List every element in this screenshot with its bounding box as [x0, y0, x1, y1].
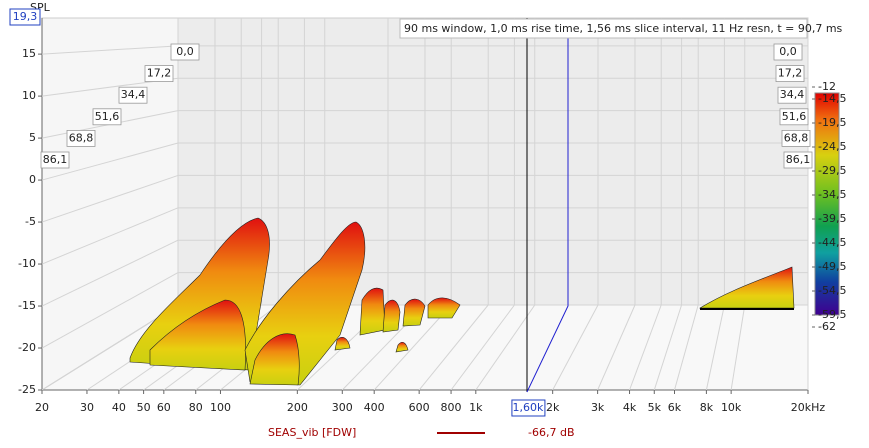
time-label-box [40, 151, 70, 169]
grid-line [674, 304, 699, 391]
back-wall [177, 17, 809, 306]
x-tick-label: 100 [210, 401, 231, 414]
x-tick-label: 2k [546, 401, 560, 414]
time-label: 86,1 [43, 153, 68, 166]
y-tick-label: -5 [25, 215, 36, 228]
cursor-slice-line [526, 38, 569, 393]
time-label: 17,2 [147, 67, 172, 80]
grid-line [705, 304, 725, 391]
grid-line [41, 45, 179, 55]
grid-line [653, 304, 683, 391]
grid-line [41, 304, 179, 391]
time-label: 0,0 [176, 45, 194, 58]
x-tick-label: 800 [441, 401, 462, 414]
colorbar-label: -24,5 [818, 140, 846, 153]
x-tick-label: 60 [157, 401, 171, 414]
x-tick-label: 50 [137, 401, 151, 414]
time-label-box [170, 43, 200, 61]
time-label-box [775, 65, 805, 82]
time-label: 34,4 [121, 88, 146, 101]
y-tick-label: 0 [29, 173, 36, 186]
grid-line [597, 304, 636, 391]
grid-line [629, 304, 662, 391]
colorbar-label: -19,5 [818, 116, 846, 129]
colorbar-label: -34,5 [818, 188, 846, 201]
y-cursor-box [9, 8, 41, 26]
y-cursor-value: 19,3 [13, 10, 38, 23]
colorbar-label: -62 [818, 320, 836, 333]
colorbar-label: -44,5 [818, 236, 846, 249]
x-tick-label: 4k [623, 401, 637, 414]
time-label: 51,6 [95, 110, 120, 123]
x-tick-label: 8k [700, 401, 714, 414]
x-tick-label: 20kHz [791, 401, 826, 414]
y-tick-label: -20 [18, 341, 36, 354]
grid-line [418, 304, 489, 391]
x-tick-label: 40 [112, 401, 126, 414]
x-tick-label: 1k [469, 401, 483, 414]
time-label-box [781, 129, 811, 147]
x-tick-label: 300 [332, 401, 353, 414]
time-label-box [144, 65, 174, 82]
time-label-box [66, 129, 96, 147]
colorbar-label: -54,5 [818, 284, 846, 297]
grid-line [373, 304, 452, 391]
y-tick-label: -25 [18, 383, 36, 396]
x-tick-label: 6k [668, 401, 682, 414]
time-label-box [783, 151, 813, 169]
x-cursor-box [511, 399, 546, 417]
x-tick-label: 10k [721, 401, 742, 414]
grid-line [41, 272, 179, 349]
x-tick-label: 200 [287, 401, 308, 414]
time-label: 34,4 [780, 88, 805, 101]
grid-line [41, 142, 179, 181]
legend-name: SEAS_vib [FDW] [268, 426, 356, 439]
legend-value: -66,7 dB [528, 426, 575, 439]
colorbar-label: -49,5 [818, 260, 846, 273]
waterfall-surface [129, 217, 795, 386]
grid-line [41, 239, 179, 307]
x-cursor-label: 1,60k [512, 401, 543, 414]
x-tick-label: 400 [364, 401, 385, 414]
colorbar-label: -59,5 [818, 308, 846, 321]
x-tick-label: 80 [189, 401, 203, 414]
info-text: 90 ms window, 1,0 ms rise time, 1,56 ms … [404, 22, 843, 35]
time-label: 0,0 [779, 45, 797, 58]
x-tick-label: 5k [648, 401, 662, 414]
colorbar [814, 92, 840, 316]
colorbar-label: -14,5 [818, 92, 846, 105]
x-tick-label: 20 [35, 401, 49, 414]
grid-line [450, 304, 515, 391]
time-label-box [777, 86, 807, 104]
y-tick-label: -10 [18, 257, 36, 270]
y-tick-label: 10 [22, 89, 36, 102]
colorbar-label: -39,5 [818, 212, 846, 225]
colorbar-label: -29,5 [818, 164, 846, 177]
grid-line [475, 304, 536, 391]
info-box [399, 18, 808, 39]
time-label-box [118, 86, 148, 104]
grid-line [41, 207, 179, 265]
time-label: 68,8 [69, 131, 94, 144]
time-label: 68,8 [784, 131, 809, 144]
y-tick-label: -15 [18, 299, 36, 312]
x-tick-label: 30 [80, 401, 94, 414]
x-tick-label: 3k [591, 401, 605, 414]
grid-line [552, 304, 599, 391]
time-label-box [779, 108, 809, 126]
colorbar-label: -12 [818, 80, 836, 93]
time-label: 86,1 [786, 153, 811, 166]
y-tick-label: 5 [29, 131, 36, 144]
y-tick-label: 15 [22, 47, 36, 60]
grid-line [730, 304, 746, 391]
time-label-box [92, 108, 122, 126]
time-label-box [773, 43, 803, 61]
time-label: 51,6 [782, 110, 807, 123]
x-tick-label: 600 [409, 401, 430, 414]
grid-line [41, 174, 179, 223]
time-label: 17,2 [778, 67, 803, 80]
